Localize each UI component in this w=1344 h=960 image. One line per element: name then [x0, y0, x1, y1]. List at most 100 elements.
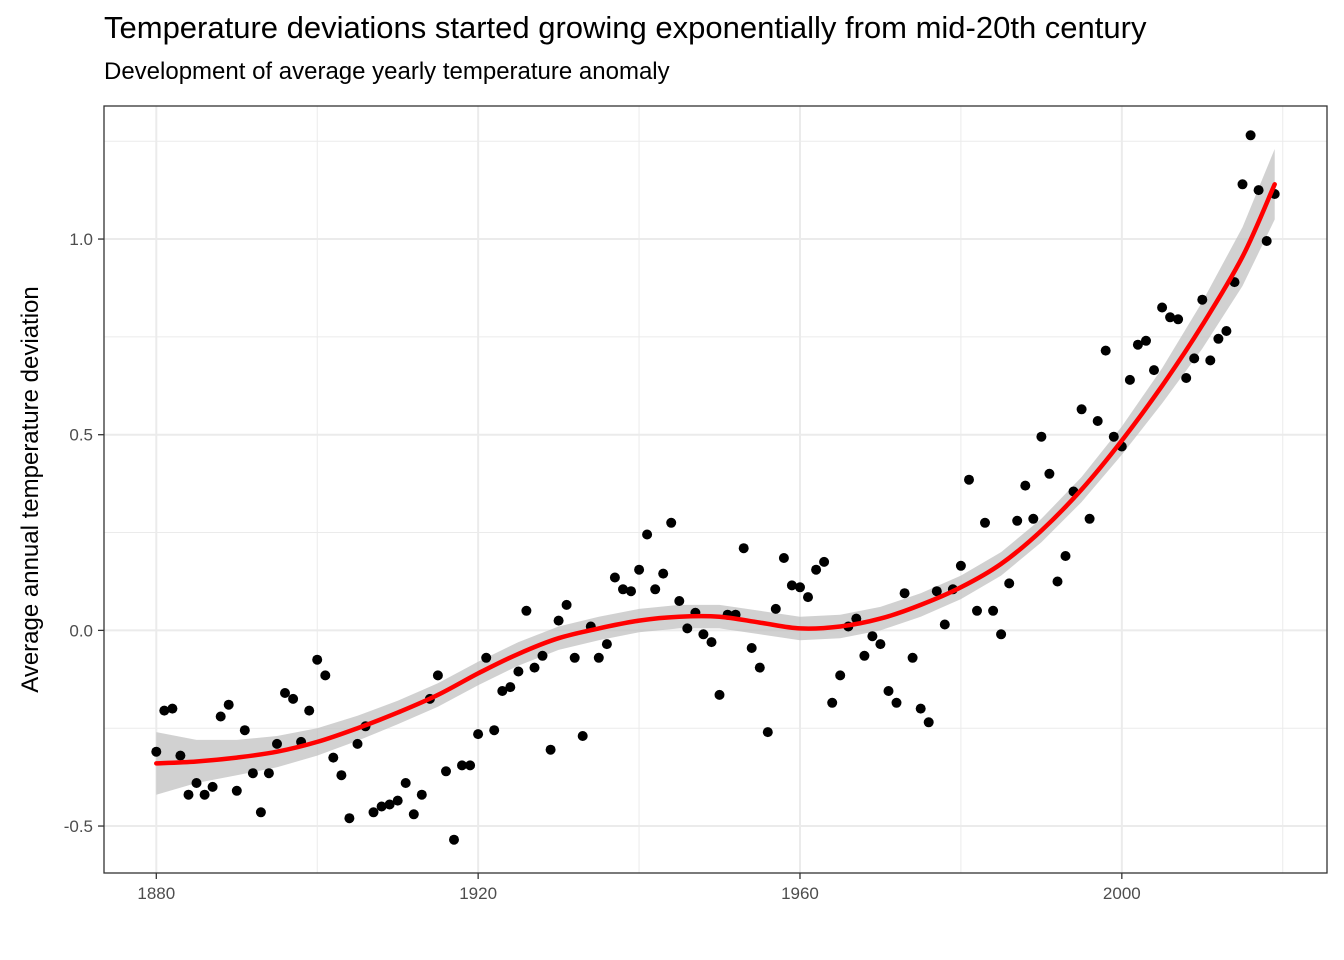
data-point	[851, 613, 862, 624]
data-point	[344, 813, 355, 824]
data-point	[159, 705, 170, 716]
data-point	[609, 572, 620, 583]
data-point	[215, 711, 226, 722]
data-point	[1205, 355, 1216, 366]
data-point	[239, 725, 250, 736]
data-point	[1261, 236, 1272, 246]
data-point	[1004, 578, 1015, 589]
data-point	[811, 564, 822, 575]
smooth-line-layer	[154, 182, 1277, 766]
data-point	[634, 564, 645, 575]
data-point	[263, 768, 274, 779]
grid-major	[104, 106, 1327, 873]
data-point	[384, 799, 395, 810]
data-point	[601, 639, 612, 650]
data-point	[1189, 353, 1200, 364]
x-tick-label: 1880	[137, 884, 175, 903]
data-point	[714, 689, 725, 700]
data-point	[803, 592, 813, 603]
data-point	[336, 770, 347, 781]
y-axis: -0.5 0.0 0.5 1.0	[64, 230, 104, 836]
data-point	[1060, 551, 1071, 561]
data-point	[1141, 335, 1151, 346]
grid-minor	[104, 106, 1327, 873]
data-point	[867, 631, 878, 642]
data-point	[272, 738, 282, 749]
data-point	[1173, 314, 1184, 325]
data-point	[754, 662, 765, 673]
data-point	[191, 778, 202, 788]
data-point	[247, 768, 258, 779]
data-point	[416, 789, 427, 800]
data-point	[167, 703, 178, 714]
data-point	[1084, 513, 1095, 524]
data-point	[682, 623, 693, 634]
data-point	[618, 584, 628, 595]
data-point	[1108, 431, 1119, 442]
data-point	[489, 725, 500, 736]
data-point	[1052, 576, 1063, 587]
data-point	[762, 727, 773, 738]
data-point	[513, 666, 524, 677]
data-point	[408, 809, 419, 820]
panel-border	[103, 105, 1328, 874]
data-point	[328, 752, 339, 763]
data-point	[778, 553, 789, 563]
data-point	[795, 582, 805, 593]
data-point	[537, 650, 548, 661]
smooth-line	[154, 182, 1277, 766]
data-point	[577, 731, 588, 741]
data-point	[1165, 312, 1176, 323]
data-point	[1044, 468, 1055, 479]
data-point	[746, 643, 757, 653]
data-point	[1100, 345, 1111, 356]
x-tick-label: 1960	[781, 884, 819, 903]
data-point	[1253, 185, 1264, 196]
data-point	[529, 662, 540, 673]
data-point	[231, 785, 242, 796]
data-point	[183, 789, 194, 800]
data-point	[626, 586, 636, 597]
data-point	[1181, 373, 1192, 383]
data-point	[658, 568, 669, 579]
data-point	[964, 474, 974, 485]
data-point	[988, 605, 999, 616]
data-point	[199, 789, 210, 800]
data-point	[288, 693, 299, 704]
data-point	[1237, 179, 1248, 190]
data-point	[320, 670, 331, 681]
data-point	[891, 697, 902, 708]
data-point	[972, 605, 982, 616]
data-point	[223, 699, 234, 710]
data-point	[875, 639, 886, 650]
data-point	[923, 717, 934, 728]
data-point	[1092, 416, 1103, 426]
data-point	[553, 615, 564, 626]
data-point	[400, 778, 411, 788]
data-point	[907, 652, 918, 663]
y-tick-label: 1.0	[69, 230, 93, 249]
y-tick-label: 0.5	[69, 426, 93, 445]
data-point	[819, 556, 830, 567]
data-point	[1124, 374, 1135, 385]
data-point	[1157, 302, 1168, 313]
data-point	[392, 795, 403, 806]
data-point	[738, 543, 749, 554]
data-point	[561, 599, 572, 610]
data-point	[859, 650, 870, 661]
data-point	[674, 596, 685, 606]
data-point	[1221, 326, 1232, 336]
data-point	[1036, 431, 1047, 442]
data-point	[280, 688, 290, 698]
data-point	[593, 652, 604, 663]
y-tick-label: 0.0	[69, 621, 93, 640]
data-point	[706, 637, 717, 648]
data-point	[441, 766, 451, 777]
data-point	[835, 670, 846, 681]
data-point	[545, 744, 556, 755]
chart-title: Temperature deviations started growing e…	[104, 10, 1147, 45]
data-point	[1213, 333, 1224, 344]
data-point	[1149, 365, 1159, 376]
y-tick-label: -0.5	[64, 817, 93, 836]
